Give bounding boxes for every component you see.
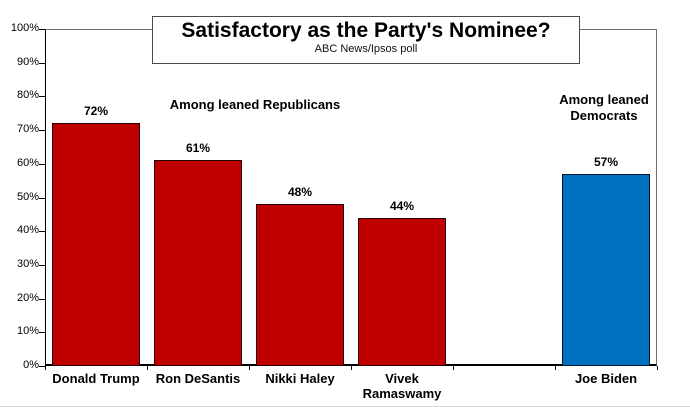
bar-ron-desantis [154, 160, 242, 366]
y-axis-tick-mark [39, 265, 45, 266]
bar-value-label: 44% [389, 198, 415, 213]
category-label: Donald Trump [52, 371, 140, 386]
bar-value-label: 48% [287, 185, 313, 200]
chart-title-box: Satisfactory as the Party's Nominee? ABC… [152, 16, 580, 64]
y-axis-tick-mark [39, 130, 45, 131]
y-axis-tick-label: 40% [16, 224, 39, 237]
y-axis-tick-label: 30% [16, 257, 39, 270]
y-axis-tick-mark [39, 366, 45, 367]
x-axis-tick-mark [555, 366, 556, 370]
x-axis-tick-mark [351, 366, 352, 370]
chart-title: Satisfactory as the Party's Nominee? [181, 19, 551, 42]
bar-joe-biden [562, 173, 650, 366]
y-axis-tick-mark [39, 164, 45, 165]
y-axis-tick-label: 0% [23, 359, 39, 371]
category-label: Vivek Ramaswamy [362, 371, 442, 401]
category-label: Joe Biden [574, 371, 638, 386]
category-label: Ron DeSantis [155, 371, 241, 386]
y-axis-tick-label: 100% [10, 22, 39, 34]
x-axis-tick-mark [147, 366, 148, 370]
bar-value-label: 72% [83, 104, 109, 119]
bar-donald-trump [52, 123, 140, 366]
x-axis-tick-mark [45, 366, 46, 370]
y-axis-tick-mark [39, 96, 45, 97]
y-axis-tick-label: 90% [16, 55, 39, 68]
plot-area [45, 29, 657, 366]
x-axis-tick-mark [249, 366, 250, 370]
y-axis-tick-mark [39, 63, 45, 64]
chart-subtitle: ABC News/Ipsos poll [314, 43, 418, 55]
bar-value-label: 61% [185, 141, 211, 156]
y-axis-tick-mark [39, 29, 45, 30]
y-axis-tick-label: 80% [16, 89, 39, 102]
bar-nikki-haley [256, 204, 344, 366]
x-axis-tick-mark [453, 366, 454, 370]
annotation-democrats: Among leaned Democrats [559, 92, 649, 123]
category-label: Nikki Haley [265, 371, 335, 386]
y-axis-tick-label: 50% [16, 190, 39, 203]
y-axis-tick-mark [39, 231, 45, 232]
annotation-republicans: Among leaned Republicans [169, 97, 341, 112]
y-axis-tick-mark [39, 299, 45, 300]
x-axis-tick-mark [657, 366, 658, 370]
y-axis-tick-mark [39, 198, 45, 199]
y-axis-tick-label: 60% [16, 156, 39, 169]
y-axis-tick-mark [39, 332, 45, 333]
bar-vivek-ramaswamy [358, 217, 446, 366]
bar-value-label: 57% [593, 154, 619, 169]
y-axis-tick-label: 20% [16, 291, 39, 304]
y-axis-tick-label: 70% [16, 123, 39, 136]
y-axis-tick-label: 10% [16, 325, 39, 338]
